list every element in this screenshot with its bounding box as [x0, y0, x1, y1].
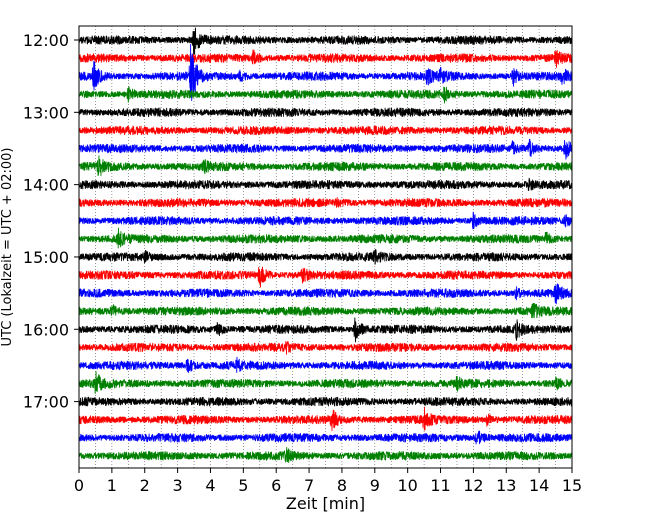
y-axis: 12:00 13:00 14:00 15:00 16:00 17:00 [23, 31, 79, 412]
x-tick-label: 10 [397, 476, 417, 495]
trace-row-1600 [78, 317, 573, 343]
x-tick-label: 11 [430, 476, 450, 495]
y-tick-label: 15:00 [23, 248, 69, 267]
x-tick-label: 9 [370, 476, 380, 495]
trace-row-1615 [78, 340, 573, 355]
trace-row-1300 [78, 107, 573, 118]
trace-row-1515 [78, 266, 573, 288]
trace-row-1215 [78, 49, 573, 68]
x-tick-label: 12 [463, 476, 483, 495]
seismic-traces [78, 27, 573, 464]
trace-row-1700 [78, 396, 573, 407]
y-tick-label: 12:00 [23, 31, 69, 50]
x-axis-title: Zeit [min] [286, 494, 365, 513]
x-tick-label: 2 [140, 476, 150, 495]
y-tick-label: 16:00 [23, 320, 69, 339]
y-tick-label: 13:00 [23, 103, 69, 122]
y-tick-label: 17:00 [23, 393, 69, 412]
x-tick-label: 4 [205, 476, 215, 495]
plot-frame [78, 25, 573, 469]
x-tick-label: 5 [238, 476, 248, 495]
trace-row-1245 [78, 86, 573, 104]
trace-row-1500 [78, 248, 573, 265]
trace-row-1400 [78, 177, 573, 192]
y-tick-label: 14:00 [23, 176, 69, 195]
trace-row-1200 [78, 27, 573, 56]
x-tick-label: 8 [337, 476, 347, 495]
x-tick-label: 6 [271, 476, 281, 495]
trace-row-1315 [78, 125, 573, 136]
trace-row-1430 [78, 211, 573, 230]
trace-row-1530 [78, 283, 573, 305]
trace-row-1415 [78, 197, 573, 208]
trace-row-1730 [78, 430, 573, 445]
x-tick-label: 13 [496, 476, 516, 495]
trace-row-1330 [78, 138, 573, 160]
plot-background [79, 26, 572, 468]
trace-row-1630 [78, 356, 573, 374]
y-axis-title: UTC (Lokalzeit = UTC + 02:00) [0, 148, 15, 347]
trace-row-1545 [78, 302, 573, 319]
trace-row-1230 [78, 44, 573, 102]
trace-row-1345 [78, 155, 573, 176]
x-tick-label: 14 [529, 476, 549, 495]
x-tick-label: 0 [74, 476, 84, 495]
x-tick-label: 7 [304, 476, 314, 495]
trace-row-1445 [78, 227, 573, 249]
trace-row-1645 [78, 371, 573, 394]
x-tick-label: 15 [562, 476, 582, 495]
trace-row-1745 [78, 447, 573, 464]
x-tick-label: 3 [173, 476, 183, 495]
x-tick-label: 1 [107, 476, 117, 495]
x-axis: 0 1 2 3 4 5 6 7 8 9 10 11 12 13 14 15 [74, 468, 582, 495]
trace-row-1715 [78, 406, 573, 432]
